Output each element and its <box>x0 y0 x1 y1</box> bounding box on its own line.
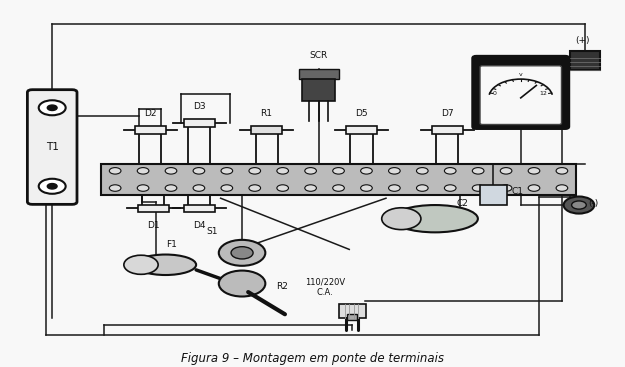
Circle shape <box>332 168 344 174</box>
Circle shape <box>472 185 484 191</box>
Ellipse shape <box>392 205 478 232</box>
Circle shape <box>416 185 428 191</box>
Circle shape <box>277 185 289 191</box>
Circle shape <box>572 201 586 209</box>
Circle shape <box>221 168 232 174</box>
FancyBboxPatch shape <box>480 66 561 124</box>
Bar <box>299 69 339 79</box>
Text: 110/220V: 110/220V <box>305 278 345 287</box>
Text: D7: D7 <box>441 109 454 118</box>
Circle shape <box>109 185 121 191</box>
Circle shape <box>382 208 421 230</box>
Bar <box>184 205 214 212</box>
Bar <box>346 126 377 134</box>
Text: D1: D1 <box>147 221 159 230</box>
Circle shape <box>361 168 372 174</box>
Circle shape <box>219 270 266 297</box>
Circle shape <box>277 168 289 174</box>
Circle shape <box>193 185 205 191</box>
Circle shape <box>221 185 232 191</box>
Bar <box>480 185 507 205</box>
Bar <box>138 205 169 212</box>
Circle shape <box>528 168 540 174</box>
Bar <box>432 126 462 134</box>
Text: (-): (-) <box>588 199 598 208</box>
Circle shape <box>556 185 568 191</box>
Circle shape <box>124 255 158 274</box>
Circle shape <box>389 168 400 174</box>
FancyBboxPatch shape <box>472 56 569 128</box>
Text: D4: D4 <box>193 221 206 230</box>
Circle shape <box>109 168 121 174</box>
Circle shape <box>500 185 512 191</box>
Text: D2: D2 <box>144 109 156 118</box>
Circle shape <box>39 179 66 194</box>
Circle shape <box>332 185 344 191</box>
Circle shape <box>564 196 594 214</box>
Circle shape <box>305 168 316 174</box>
Circle shape <box>361 185 372 191</box>
Text: SCR: SCR <box>309 51 328 60</box>
FancyBboxPatch shape <box>28 90 77 204</box>
Bar <box>570 51 601 70</box>
Text: R1: R1 <box>261 109 272 118</box>
Ellipse shape <box>135 255 196 275</box>
Circle shape <box>231 247 253 259</box>
Circle shape <box>472 168 484 174</box>
Circle shape <box>416 168 428 174</box>
Bar <box>135 126 166 134</box>
Circle shape <box>500 168 512 174</box>
Text: S1: S1 <box>206 227 217 236</box>
Circle shape <box>444 185 456 191</box>
Circle shape <box>193 168 205 174</box>
Circle shape <box>389 185 400 191</box>
Text: D3: D3 <box>193 102 206 111</box>
Circle shape <box>165 185 177 191</box>
Bar <box>101 164 576 195</box>
Bar <box>348 314 358 320</box>
Text: F1: F1 <box>166 240 177 250</box>
Bar <box>184 119 214 127</box>
Text: v: v <box>519 72 522 77</box>
Circle shape <box>305 185 316 191</box>
Text: 12: 12 <box>539 91 548 96</box>
Bar <box>339 304 366 318</box>
Text: C1: C1 <box>512 187 524 196</box>
Circle shape <box>48 105 57 110</box>
Circle shape <box>219 240 266 266</box>
Circle shape <box>249 185 261 191</box>
Circle shape <box>39 100 66 115</box>
Circle shape <box>528 185 540 191</box>
Text: R2: R2 <box>276 283 288 291</box>
Text: C.A.: C.A. <box>316 288 333 297</box>
Text: D5: D5 <box>355 109 367 118</box>
Text: C2: C2 <box>456 199 468 208</box>
Circle shape <box>165 168 177 174</box>
Bar <box>302 79 336 101</box>
Text: T1: T1 <box>46 142 59 152</box>
Circle shape <box>556 168 568 174</box>
Circle shape <box>48 184 57 189</box>
Text: Figura 9 – Montagem em ponte de terminais: Figura 9 – Montagem em ponte de terminai… <box>181 352 444 365</box>
Circle shape <box>444 168 456 174</box>
Circle shape <box>138 168 149 174</box>
Circle shape <box>138 185 149 191</box>
Bar <box>251 126 282 134</box>
Text: (+): (+) <box>575 36 589 45</box>
Circle shape <box>249 168 261 174</box>
Text: 0: 0 <box>493 91 497 96</box>
